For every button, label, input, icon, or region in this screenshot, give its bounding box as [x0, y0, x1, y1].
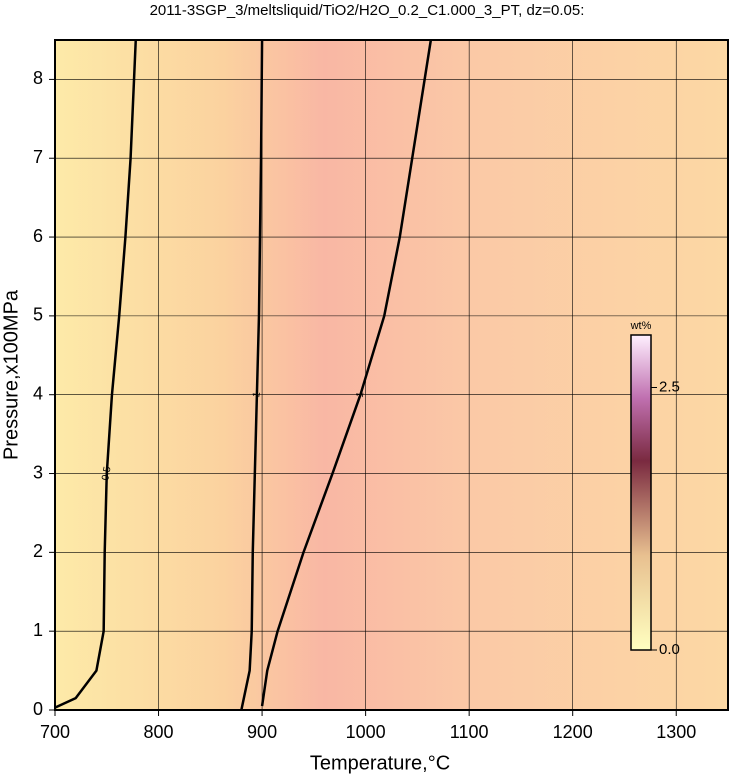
- y-tick-label: 7: [33, 147, 43, 167]
- contour-label: 1: [251, 391, 263, 399]
- colorbar-label: wt%: [630, 320, 652, 332]
- y-tick-label: 8: [33, 68, 43, 88]
- x-tick-label: 800: [144, 722, 174, 742]
- colorbar: [630, 334, 652, 651]
- x-tick-label: 700: [40, 722, 70, 742]
- contour-label: 1: [355, 391, 367, 399]
- contour-line: [240, 39, 264, 711]
- contour-label: 0.5: [100, 465, 113, 481]
- x-tick-label: 1000: [346, 722, 386, 742]
- x-tick-label: 900: [247, 722, 277, 742]
- colorbar-tick-label: 2.5: [659, 378, 680, 395]
- y-tick-label: 0: [33, 699, 43, 719]
- contour-line: [260, 39, 433, 707]
- x-tick-label: 1200: [553, 722, 593, 742]
- x-axis-label: Temperature,°C: [310, 752, 450, 774]
- y-tick-label: 4: [33, 383, 43, 403]
- colorbar-tick-label: 0.0: [659, 641, 680, 658]
- y-tick-label: 1: [33, 620, 43, 640]
- plot-background: [55, 40, 728, 710]
- plot-frame: [54, 39, 729, 711]
- x-tick-label: 1300: [656, 722, 696, 742]
- y-axis-label: Pressure,x100MPa: [0, 289, 22, 460]
- y-tick-label: 6: [33, 226, 43, 246]
- x-tick-label: 1100: [450, 722, 489, 742]
- y-tick-label: 3: [33, 462, 43, 482]
- y-tick-label: 5: [33, 305, 43, 325]
- chart-title: 2011-3SGP_3/meltsliquid/TiO2/H2O_0.2_C1.…: [150, 2, 585, 19]
- y-tick-label: 2: [33, 541, 43, 561]
- contour-line: [54, 39, 138, 709]
